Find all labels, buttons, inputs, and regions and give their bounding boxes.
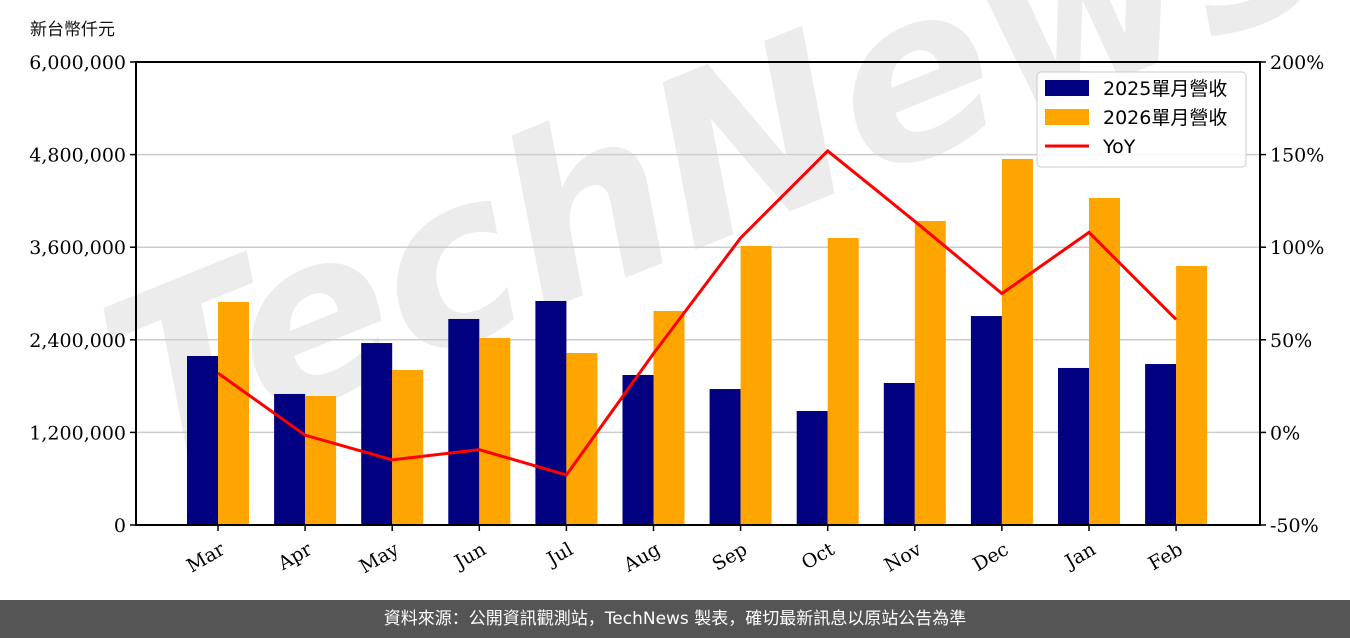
- x-axis-tick-label: Apr: [273, 538, 316, 575]
- right-axis-tick-label: 100%: [1270, 237, 1324, 259]
- bar-2025單月營收-Mar: [187, 356, 218, 525]
- legend-swatch: [1045, 80, 1089, 96]
- bar-2026單月營收-Mar: [218, 301, 249, 525]
- bar-2026單月營收-Jun: [479, 338, 511, 525]
- right-axis-tick-label: -50%: [1270, 515, 1319, 537]
- right-axis-tick-label: 0%: [1270, 422, 1300, 444]
- x-axis-tick-label: Feb: [1145, 538, 1187, 575]
- bar-2025單月營收-Aug: [622, 374, 654, 525]
- left-axis-tick-label: 6,000,000: [29, 52, 126, 74]
- bar-2025單月營收-May: [361, 343, 393, 525]
- bar-2025單月營收-Sep: [709, 389, 741, 525]
- x-axis-tick-label: Oct: [798, 538, 839, 574]
- bar-2025單月營收-Oct: [796, 411, 828, 525]
- bar-2025單月營收-Jan: [1058, 367, 1089, 525]
- x-axis-tick-label: Mar: [183, 538, 229, 577]
- x-axis-tick-label: Jan: [1060, 538, 1100, 574]
- bar-2026單月營收-Aug: [653, 311, 685, 525]
- legend-label: YoY: [1102, 136, 1136, 158]
- x-axis-tick-label: Nov: [881, 538, 926, 577]
- bar-2026單月營收-May: [392, 369, 424, 525]
- right-axis-tick-label: 50%: [1270, 330, 1312, 352]
- legend: 2025單月營收 2026單月營收 YoY: [1036, 71, 1247, 168]
- bar-2026單月營收-Feb: [1176, 266, 1208, 525]
- bar-2026單月營收-Sep: [740, 245, 772, 525]
- revenue-chart: TechNews01,200,0002,400,0003,600,0004,80…: [29, 0, 1350, 578]
- x-axis-tick-label: Sep: [709, 538, 752, 575]
- x-axis-tick-label: Jun: [449, 538, 490, 574]
- legend-box: [1036, 71, 1247, 168]
- yoy-line: [217, 148, 1178, 477]
- right-axis-tick-label: 150%: [1270, 145, 1324, 167]
- bar-2026單月營收-Apr: [305, 395, 337, 525]
- bar-2026單月營收-Jan: [1089, 197, 1120, 526]
- x-axis-tick-label: May: [356, 538, 403, 578]
- legend-swatch: [1045, 109, 1089, 125]
- left-axis-tick-label: 2,400,000: [29, 330, 126, 352]
- bar-2025單月營收-Feb: [1145, 364, 1177, 525]
- left-axis-tick-label: 3,600,000: [29, 237, 126, 259]
- bar-2026單月營收-Oct: [827, 238, 859, 526]
- legend-label: 2026單月營收: [1103, 107, 1227, 129]
- bar-2025單月營收-Apr: [274, 393, 306, 525]
- bar-2026單月營收-Nov: [914, 220, 946, 526]
- bar-2025單月營收-Nov: [883, 383, 915, 525]
- source-footer: 資料來源：公開資訊觀測站，TechNews 製表，確切最新訊息以原站公告為準: [0, 600, 1350, 638]
- x-axis-tick-label: Dec: [969, 538, 1012, 576]
- bar-2025單月營收-Jul: [535, 300, 567, 525]
- bar-2025單月營收-Dec: [970, 316, 1002, 525]
- legend-label: 2025單月營收: [1103, 78, 1227, 100]
- left-axis-unit-label: 新台幣仟元: [30, 20, 115, 40]
- left-axis-tick-label: 0: [114, 515, 126, 537]
- left-axis-tick-label: 1,200,000: [29, 422, 126, 444]
- bar-2026單月營收-Dec: [1001, 158, 1033, 525]
- plot-frame: [135, 61, 1261, 526]
- x-axis-tick-label: Aug: [619, 538, 664, 577]
- left-axis-tick-label: 4,800,000: [29, 145, 126, 167]
- x-axis-tick-label: Jul: [542, 538, 577, 571]
- right-axis-tick-label: 200%: [1270, 52, 1324, 74]
- bar-2025單月營收-Jun: [448, 318, 480, 525]
